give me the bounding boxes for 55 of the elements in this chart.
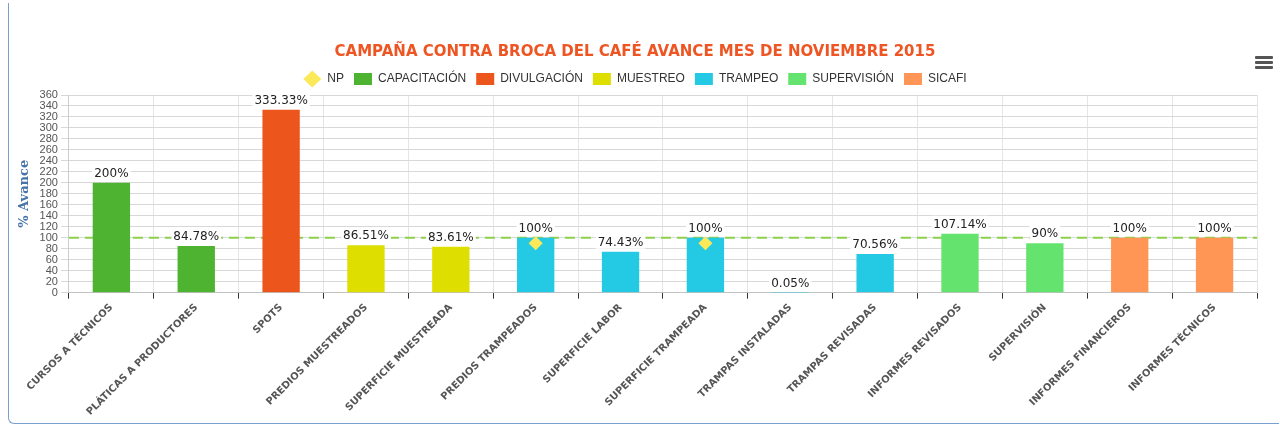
y-tick-label: 100 bbox=[39, 230, 58, 243]
y-tick-label: 200 bbox=[39, 175, 58, 188]
y-axis-title: % Avance bbox=[16, 159, 32, 228]
y-tick-label: 320 bbox=[39, 109, 58, 122]
chart-title: CAMPAÑA CONTRA BROCA DEL CAFÉ AVANCE MES DE NOVIEMBRE 2015 bbox=[334, 40, 936, 60]
y-tick-label: 180 bbox=[39, 186, 58, 199]
y-tick-label: 220 bbox=[39, 164, 58, 177]
bar bbox=[517, 237, 555, 293]
y-tick-label: 340 bbox=[39, 99, 58, 112]
legend-label: MUESTREO bbox=[616, 71, 685, 86]
y-tick-label: 140 bbox=[39, 208, 58, 221]
bar bbox=[92, 182, 131, 293]
y-tick-label: 0 bbox=[51, 285, 58, 298]
bar bbox=[347, 245, 385, 293]
data-label: 84.78% bbox=[173, 229, 220, 244]
data-label: 90% bbox=[1031, 226, 1059, 241]
bar bbox=[856, 253, 894, 293]
y-tick-label: 260 bbox=[39, 142, 58, 155]
bar bbox=[177, 246, 215, 293]
bar bbox=[941, 233, 979, 293]
legend-label: SUPERVISIÓN bbox=[812, 70, 895, 86]
data-label: 70.56% bbox=[852, 237, 899, 252]
data-label: 333.33% bbox=[254, 92, 308, 107]
bar bbox=[601, 251, 640, 293]
bar bbox=[1026, 243, 1064, 293]
data-label: 86.51% bbox=[343, 228, 389, 243]
data-label: 0.05% bbox=[771, 275, 810, 290]
data-label: 100% bbox=[1197, 220, 1232, 235]
y-tick-label: 360 bbox=[39, 88, 58, 101]
data-label: 100% bbox=[1112, 220, 1147, 235]
y-tick-label: 160 bbox=[39, 197, 58, 210]
y-tick-label: 60 bbox=[45, 252, 58, 265]
data-label: 200% bbox=[94, 165, 129, 180]
legend-label: TRAMPEO bbox=[718, 71, 779, 86]
data-label: 100% bbox=[518, 220, 553, 235]
y-tick-label: 280 bbox=[39, 131, 58, 144]
y-tick-label: 120 bbox=[39, 219, 58, 232]
legend-label: SICAFI bbox=[928, 71, 967, 86]
y-tick-label: 80 bbox=[45, 241, 58, 254]
data-label: 107.14% bbox=[933, 216, 987, 231]
y-tick-label: 240 bbox=[39, 153, 58, 166]
bar bbox=[1195, 237, 1234, 293]
data-label: 100% bbox=[688, 220, 723, 235]
legend-label: NP bbox=[327, 71, 344, 86]
bar bbox=[1111, 237, 1149, 293]
data-label: 83.61% bbox=[427, 229, 474, 244]
bar bbox=[432, 246, 470, 293]
legend-label: DIVULGACIÓN bbox=[500, 70, 583, 86]
y-tick-label: 20 bbox=[45, 274, 58, 287]
y-tick-label: 40 bbox=[45, 263, 58, 276]
data-label: 74.43% bbox=[597, 234, 644, 249]
bar bbox=[262, 109, 300, 293]
bar bbox=[686, 237, 725, 293]
y-tick-label: 300 bbox=[39, 120, 58, 133]
legend-label: CAPACITACIÓN bbox=[377, 70, 467, 86]
